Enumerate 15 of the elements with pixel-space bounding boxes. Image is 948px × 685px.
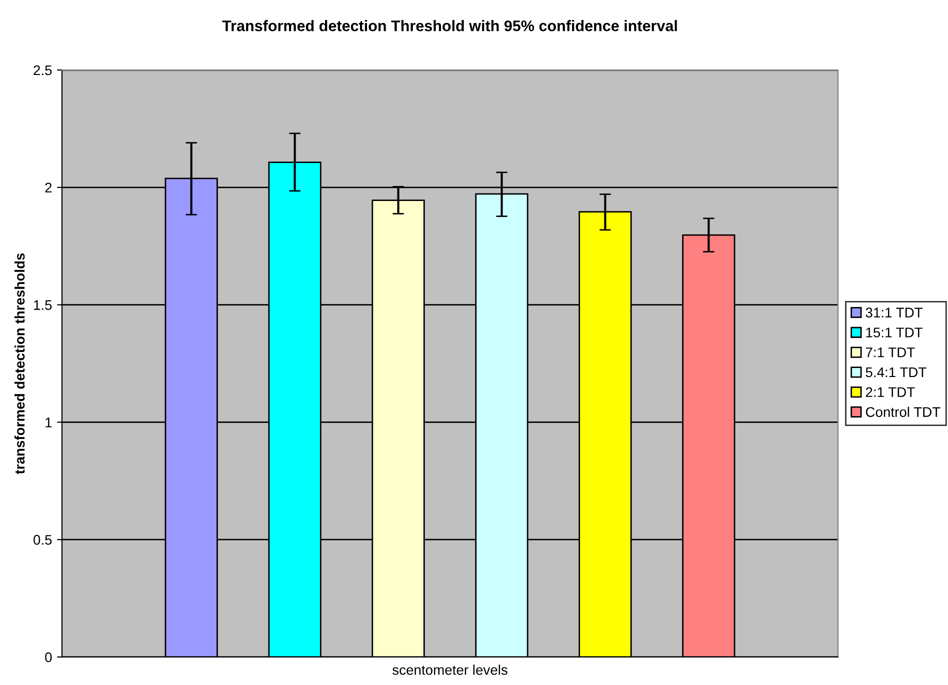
legend-label: 5.4:1 TDT xyxy=(866,367,926,378)
legend-label: 31:1 TDT xyxy=(866,308,923,318)
y-tick-label: 0 xyxy=(45,652,52,662)
y-tick-label: 2 xyxy=(45,182,52,192)
y-tick-label: 1.5 xyxy=(34,300,52,310)
y-axis-title: transformed detection thresholds xyxy=(14,253,25,474)
y-tick-label: 2.5 xyxy=(34,65,52,76)
legend-label: Control TDT xyxy=(866,406,940,417)
y-tick-label: 1 xyxy=(46,418,52,428)
legend-label: 2:1 TDT xyxy=(866,387,915,397)
x-axis-title: scentometer levels xyxy=(392,664,508,675)
y-tick-label: 0.5 xyxy=(34,534,52,545)
chart-title: Transformed detection Threshold with 95% confidence interval xyxy=(222,20,677,32)
legend-label: 15:1 TDT xyxy=(866,328,923,338)
legend-label: 7:1 TDT xyxy=(866,348,915,358)
